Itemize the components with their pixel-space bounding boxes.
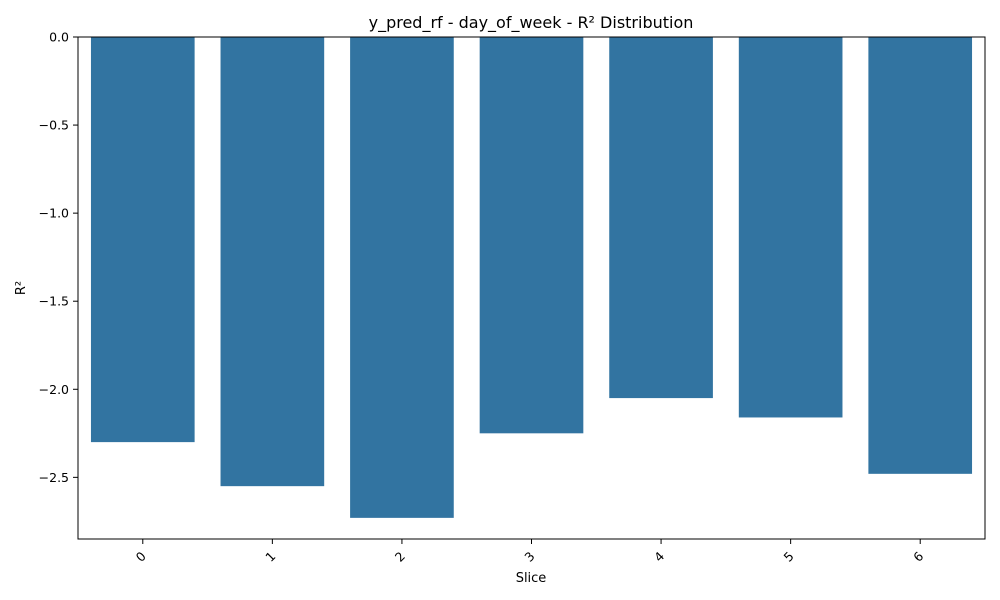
bar-0 <box>90 37 195 443</box>
chart-title: y_pred_rf - day_of_week - R² Distributio… <box>369 13 694 33</box>
y-tick-label: −2.5 <box>39 470 69 485</box>
y-tick-label: −1.0 <box>39 206 69 221</box>
x-tick-label-1: 1 <box>262 549 278 565</box>
x-tick-label-2: 2 <box>392 549 408 565</box>
x-tick-label-3: 3 <box>521 549 537 565</box>
x-axis: 0 1 2 3 4 5 6 <box>133 539 926 565</box>
y-axis: 0.0 −0.5 −1.0 −1.5 −2.0 −2.5 <box>39 30 78 485</box>
bar-1 <box>220 37 325 487</box>
bar-6 <box>868 37 973 474</box>
bar-3 <box>479 37 584 434</box>
x-tick-label-4: 4 <box>651 548 667 564</box>
y-tick-label: −2.0 <box>39 382 69 397</box>
plot-frame <box>77 36 986 540</box>
bar-4 <box>609 37 713 399</box>
bar-5 <box>738 37 843 418</box>
bars-group <box>90 37 973 518</box>
bar-2 <box>350 37 454 518</box>
x-tick-label-5: 5 <box>781 549 797 565</box>
y-tick-label: 0.0 <box>49 30 69 45</box>
y-tick-label: −1.5 <box>39 294 69 309</box>
x-tick-label-0: 0 <box>133 548 149 564</box>
y-axis-label: R² <box>14 281 29 295</box>
x-tick-label-6: 6 <box>910 548 926 564</box>
x-axis-label: Slice <box>516 571 547 586</box>
y-tick-label: −0.5 <box>39 118 69 133</box>
